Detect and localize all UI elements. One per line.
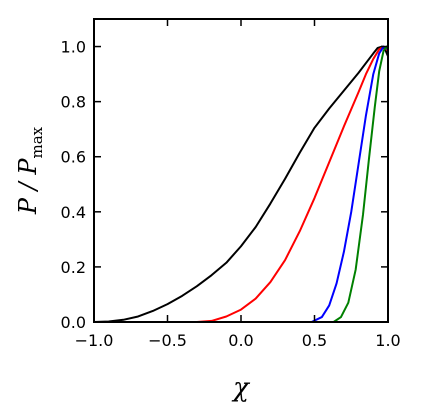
series-group	[93, 45, 389, 323]
series-line-1	[93, 45, 389, 323]
series-line-3	[311, 45, 389, 323]
y-tick-label: 0.0	[61, 313, 86, 332]
y-tick-label: 0.6	[61, 148, 86, 167]
y-axis-label-main: P / P	[14, 158, 42, 215]
series-line-4	[333, 45, 389, 323]
x-tick-label: 0.5	[302, 331, 327, 350]
plot-frame	[93, 18, 389, 323]
y-axis-label: P / Pmax	[14, 126, 46, 215]
x-tick-label: 1.0	[375, 331, 400, 350]
y-axis-label-subscript: max	[28, 126, 46, 158]
y-tick-label: 0.8	[61, 93, 86, 112]
ticks	[93, 19, 389, 323]
y-tick-label: 0.2	[61, 258, 86, 277]
x-tick-label: 0.0	[228, 331, 253, 350]
x-tick-label: −1.0	[75, 331, 114, 350]
x-axis-label: χ	[231, 373, 251, 403]
series-line-2	[196, 45, 389, 323]
tick-labels: −1.0 −0.5 0.0 0.5 1.0 0.0 0.2 0.4 0.6 0.8 1.0	[61, 38, 401, 350]
y-tick-label: 0.4	[61, 203, 86, 222]
x-tick-label: −0.5	[148, 331, 187, 350]
y-tick-label: 1.0	[61, 38, 86, 57]
